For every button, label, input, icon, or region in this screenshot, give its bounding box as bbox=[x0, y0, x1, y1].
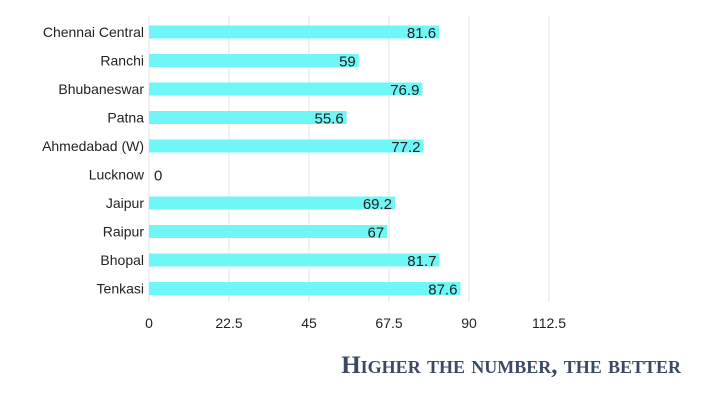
category-label: Bhopal bbox=[100, 252, 144, 268]
x-tick-label: 45 bbox=[301, 315, 317, 331]
value-label: 76.9 bbox=[390, 82, 419, 99]
value-label: 81.7 bbox=[407, 253, 436, 270]
bar bbox=[149, 282, 461, 295]
x-axis-ticks: 0 22.5 45 67.5 90 112.5 bbox=[145, 315, 566, 331]
category-label: Lucknow bbox=[89, 167, 145, 183]
bar bbox=[149, 54, 359, 67]
category-label: Chennai Central bbox=[43, 24, 144, 40]
category-label: Tenkasi bbox=[97, 281, 144, 297]
value-label: 69.2 bbox=[363, 196, 392, 213]
x-tick-label: 112.5 bbox=[532, 315, 566, 331]
value-label: 0 bbox=[154, 168, 162, 185]
bar bbox=[149, 111, 347, 124]
bar bbox=[149, 225, 388, 238]
bar bbox=[149, 82, 423, 96]
value-label: 67 bbox=[368, 225, 385, 242]
x-tick-label: 22.5 bbox=[215, 315, 242, 331]
bar-chart: Chennai Central Ranchi Bhubaneswar Patna Ahm… bbox=[42, 16, 566, 331]
x-tick-label: 67.5 bbox=[375, 315, 402, 331]
value-label: 59 bbox=[339, 54, 356, 71]
value-label: 55.6 bbox=[314, 111, 343, 128]
footer-caption: Higher the number, the better bbox=[341, 352, 681, 379]
value-labels: 81.6 59 76.9 55.6 77.2 0 69.2 67 81.7 87.6 bbox=[154, 25, 457, 299]
bar bbox=[149, 196, 396, 210]
bar bbox=[149, 139, 424, 153]
bars bbox=[149, 25, 461, 295]
x-tick-label: 90 bbox=[461, 315, 477, 331]
category-label: Jaipur bbox=[106, 195, 144, 211]
value-label: 81.6 bbox=[407, 25, 436, 42]
value-label: 77.2 bbox=[391, 139, 420, 156]
bar bbox=[149, 25, 440, 39]
category-label: Ahmedabad (W) bbox=[42, 138, 144, 154]
category-labels: Chennai Central Ranchi Bhubaneswar Patna Ahm… bbox=[42, 24, 145, 297]
category-label: Patna bbox=[107, 110, 144, 126]
category-label: Ranchi bbox=[100, 53, 144, 69]
value-label: 87.6 bbox=[428, 282, 457, 299]
category-label: Raipur bbox=[103, 224, 145, 240]
category-label: Bhubaneswar bbox=[58, 81, 144, 97]
x-tick-label: 0 bbox=[145, 315, 153, 331]
bar bbox=[149, 253, 440, 267]
